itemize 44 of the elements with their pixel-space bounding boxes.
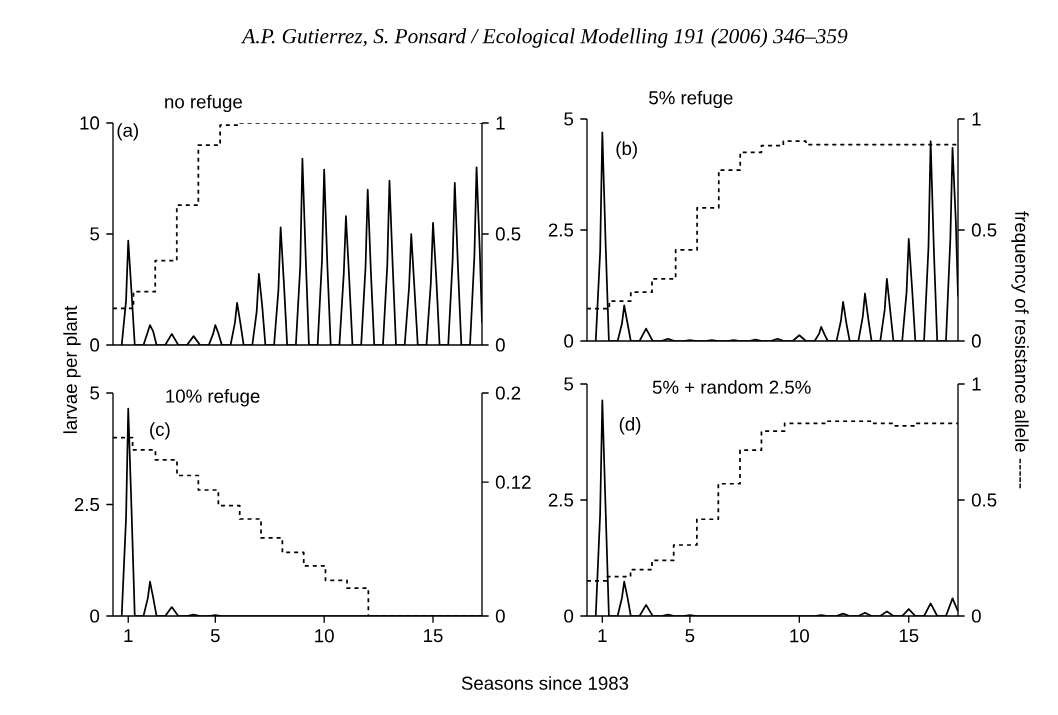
y2-tick-label: 0.5 bbox=[495, 227, 521, 241]
y-axis-title: larvae per plant bbox=[63, 305, 81, 434]
y2-tick-label: 0.5 bbox=[971, 223, 997, 237]
chart-title: 5% + random 2.5% bbox=[652, 380, 811, 394]
y-tick-label: 5 bbox=[90, 227, 100, 241]
x-tick-label: 5 bbox=[685, 629, 695, 643]
x-tick-label: 5 bbox=[210, 629, 220, 643]
x-tick-label: 15 bbox=[424, 629, 443, 643]
annotation: (d) bbox=[619, 417, 641, 435]
x-axis-title: Seasons since 1983 bbox=[461, 676, 629, 690]
y-tick-label: 5 bbox=[90, 386, 100, 400]
y-tick-label: 0 bbox=[90, 338, 100, 352]
y2-tick-label: 0.5 bbox=[971, 493, 997, 507]
y2-tick-label: 1 bbox=[972, 377, 981, 391]
y-tick-label: 2.5 bbox=[74, 497, 100, 512]
x-tick-label: 10 bbox=[790, 629, 809, 643]
x-tick-label: 10 bbox=[315, 629, 334, 643]
text: A.P. Gutierrez, S. Ponsard / Ecological Modelling 191 (2006) 346–359 bbox=[241, 28, 848, 48]
annotation: (a) bbox=[117, 123, 139, 141]
x-tick-label: 1 bbox=[598, 629, 607, 642]
y-tick-label: 0 bbox=[90, 609, 100, 623]
x-tick-label: 15 bbox=[899, 629, 919, 643]
chart-title: no refuge bbox=[165, 94, 242, 113]
y-tick-label: 0 bbox=[564, 334, 574, 348]
y2-tick-label: 0.12 bbox=[495, 475, 531, 489]
y2-tick-label: 0 bbox=[495, 609, 505, 623]
y-tick-label: 2.5 bbox=[548, 223, 574, 237]
y2-tick-label: 0 bbox=[495, 338, 505, 352]
y-tick-label: 5 bbox=[564, 377, 574, 391]
annotation: (b) bbox=[616, 141, 637, 159]
y2-tick-label: 0 bbox=[971, 334, 981, 348]
y-tick-label: 2.5 bbox=[548, 493, 574, 507]
y2-tick-label: 0 bbox=[971, 609, 981, 623]
y-tick-label: 5 bbox=[564, 112, 574, 126]
y-tick-label: 0 bbox=[564, 609, 574, 623]
y2-axis-title: frequency of resistance allele ----- bbox=[1011, 211, 1029, 489]
x-tick-label: 1 bbox=[124, 629, 133, 642]
y2-tick-label: 1 bbox=[496, 116, 505, 130]
y2-tick-label: 1 bbox=[972, 112, 981, 126]
y2-tick-label: 0.2 bbox=[495, 386, 521, 400]
chart-title: 10% refuge bbox=[166, 389, 260, 407]
y-tick-label: 10 bbox=[80, 116, 100, 130]
chart-title: 5% refuge bbox=[649, 90, 733, 109]
annotation: (c) bbox=[150, 422, 170, 440]
